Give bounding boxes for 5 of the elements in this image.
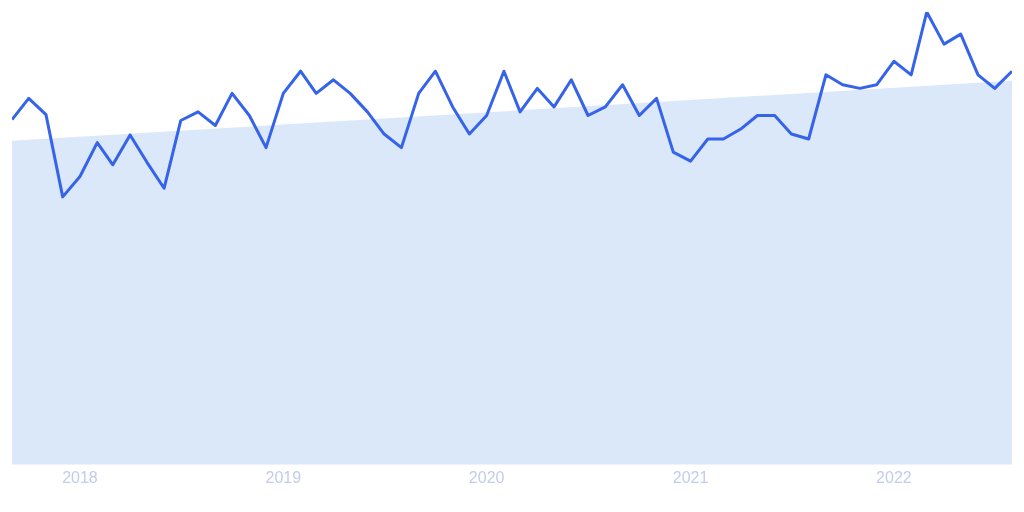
x-tick-label: 2021 [672, 469, 709, 487]
x-tick-label: 2018 [62, 469, 98, 487]
x-tick-label: 2022 [876, 469, 912, 487]
x-tick-label: 2020 [468, 469, 505, 487]
x-tick-label: 2019 [265, 469, 302, 487]
